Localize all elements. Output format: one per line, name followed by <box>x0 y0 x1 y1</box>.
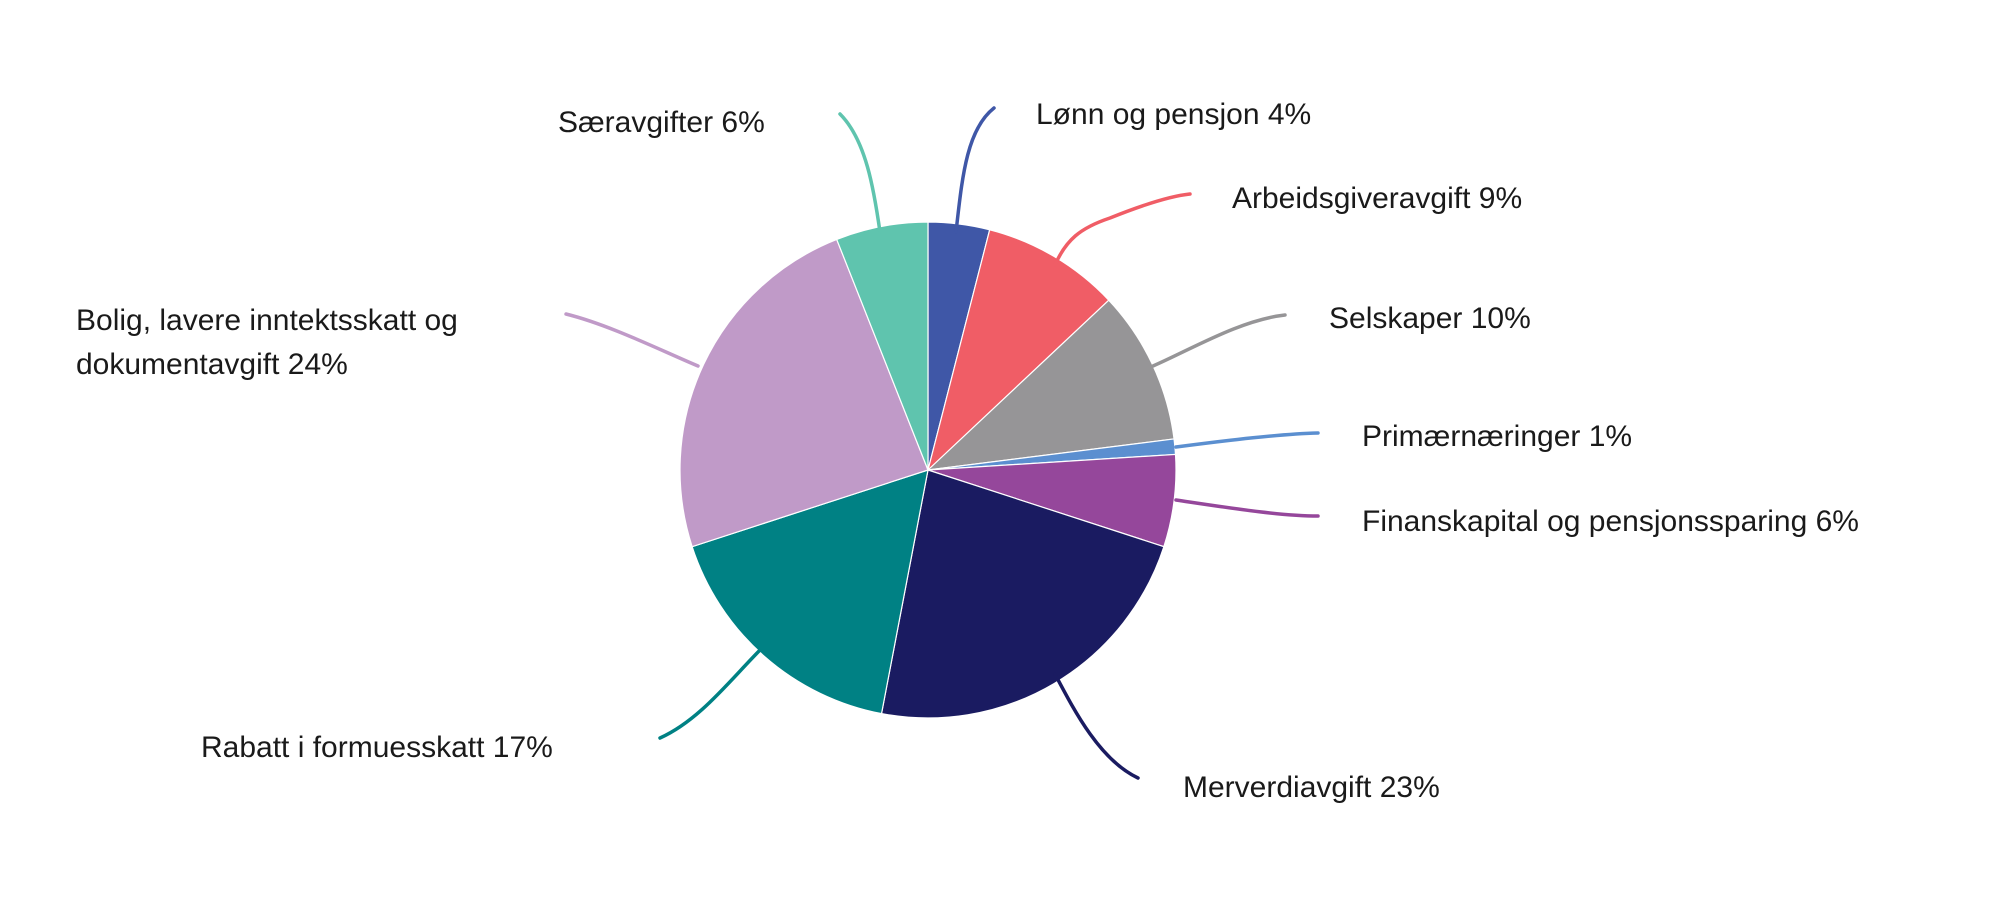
leader-line-6 <box>658 646 764 740</box>
leader-line-0 <box>954 106 996 234</box>
leader-line-7 <box>564 312 700 368</box>
leader-line-8 <box>838 112 882 234</box>
label-finanskapital: Finanskapital og pensjonssparing 6% <box>1362 505 1859 538</box>
pie-slice-5 <box>880 469 1165 719</box>
leader-line-5 <box>1053 672 1140 780</box>
leader-lines <box>564 106 1320 780</box>
label-primaernaeringer: Primærnæringer 1% <box>1362 420 1632 453</box>
label-saeravgifter: Særavgifter 6% <box>558 106 765 139</box>
slice-labels: Lønn og pensjon 4% Arbeidsgiveravgift 9%… <box>76 98 1859 804</box>
label-rabatt-formuesskatt: Rabatt i formuesskatt 17% <box>201 731 553 764</box>
pie-slice-7 <box>679 238 929 548</box>
label-selskaper: Selskaper 10% <box>1329 302 1531 335</box>
pie-slice-8 <box>835 221 929 471</box>
leader-line-3 <box>1174 431 1320 449</box>
label-bolig-line-2: dokumentavgift 24% <box>76 348 348 381</box>
leader-line-4 <box>1174 498 1320 518</box>
pie-slices <box>679 221 1177 719</box>
label-arbeidsgiveravgift: Arbeidsgiveravgift 9% <box>1232 182 1522 215</box>
pie-slice-1 <box>926 229 1110 472</box>
label-bolig-line-1: Bolig, lavere inntektsskatt og <box>76 304 458 337</box>
label-merverdiavgift: Merverdiavgift 23% <box>1183 771 1440 804</box>
pie-slice-6 <box>691 469 929 715</box>
leader-line-2 <box>1151 313 1287 368</box>
label-lonn-og-pensjon: Lønn og pensjon 4% <box>1036 98 1311 131</box>
leader-line-1 <box>1053 192 1192 267</box>
